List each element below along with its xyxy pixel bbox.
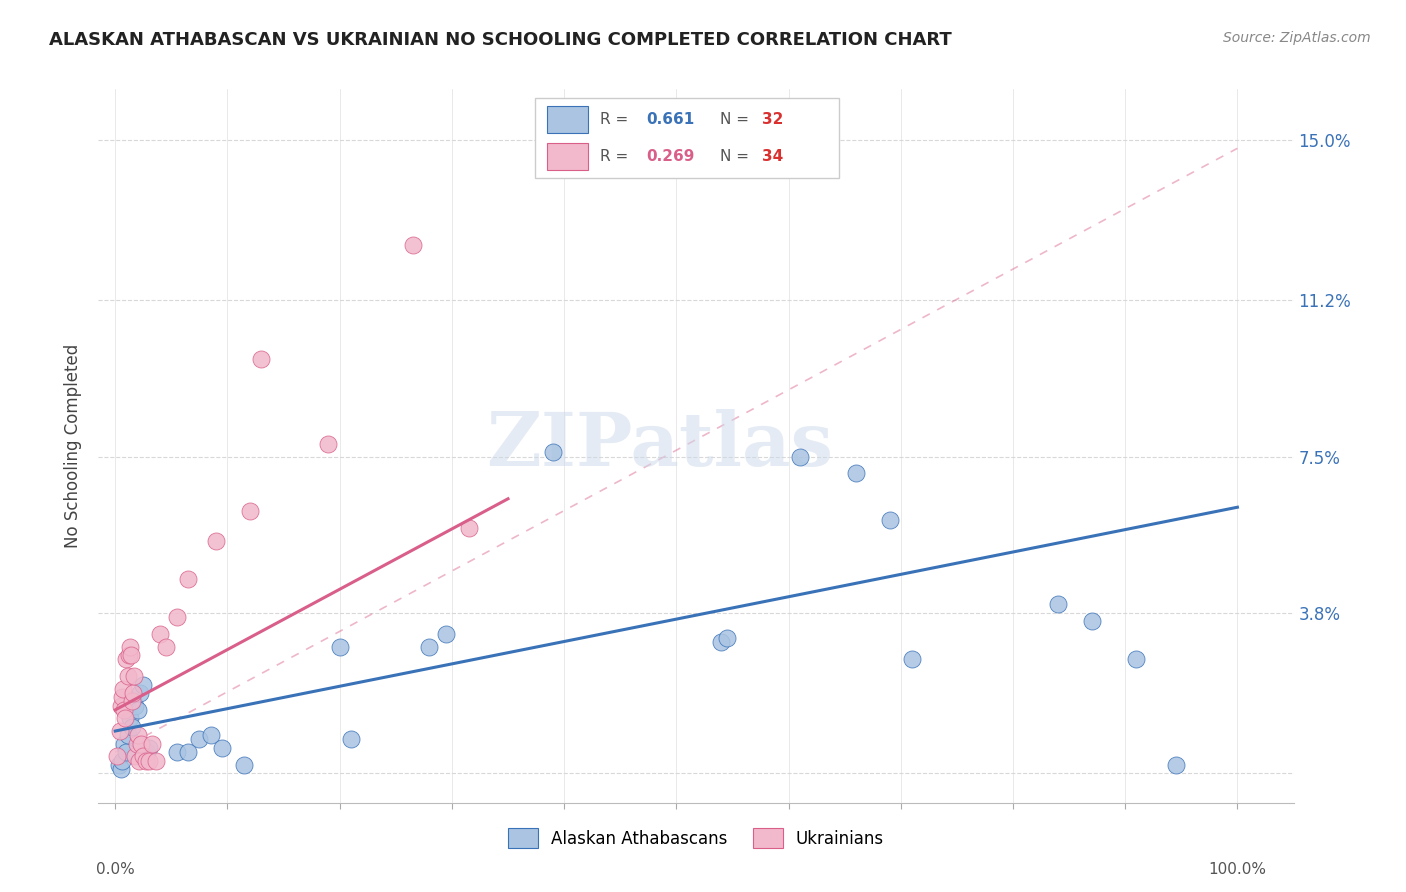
Point — [122, 694, 145, 708]
Point — [418, 640, 440, 654]
Point — [135, 745, 157, 759]
Point — [401, 238, 423, 252]
Point — [135, 754, 157, 768]
Point — [118, 648, 141, 662]
Point — [121, 720, 143, 734]
Point — [716, 631, 738, 645]
Point — [124, 669, 146, 683]
Text: R =: R = — [600, 112, 634, 127]
Text: 0.269: 0.269 — [645, 149, 695, 164]
Point — [114, 711, 136, 725]
Text: ZIPatlas: ZIPatlas — [486, 409, 834, 483]
Point — [145, 754, 167, 768]
Point — [128, 754, 150, 768]
Point — [120, 648, 142, 662]
Point — [434, 627, 457, 641]
Point — [124, 749, 146, 764]
Point — [188, 732, 211, 747]
Point — [117, 669, 139, 683]
Point — [879, 513, 901, 527]
Point — [118, 640, 141, 654]
Point — [901, 652, 924, 666]
Point — [112, 681, 135, 696]
Point — [129, 737, 152, 751]
Point — [166, 745, 188, 759]
Point — [127, 703, 149, 717]
Point — [138, 754, 160, 768]
Y-axis label: No Schooling Completed: No Schooling Completed — [65, 344, 83, 548]
Point — [710, 635, 733, 649]
Text: 32: 32 — [762, 112, 783, 127]
Text: N =: N = — [720, 112, 754, 127]
FancyBboxPatch shape — [547, 105, 589, 133]
Point — [1125, 652, 1147, 666]
Point — [1046, 598, 1069, 612]
Point — [340, 732, 363, 747]
Point — [239, 504, 262, 518]
Point — [166, 610, 188, 624]
Point — [115, 745, 138, 759]
Point — [205, 534, 228, 549]
Point — [233, 757, 256, 772]
Point — [318, 437, 340, 451]
Point — [457, 521, 479, 535]
Point — [107, 749, 129, 764]
Point — [329, 640, 352, 654]
Point — [138, 740, 160, 755]
Text: 100.0%: 100.0% — [1208, 862, 1267, 877]
Point — [789, 450, 811, 464]
Point — [132, 749, 155, 764]
Point — [118, 711, 141, 725]
Point — [107, 757, 129, 772]
Point — [121, 694, 143, 708]
Point — [141, 737, 163, 751]
Point — [124, 698, 146, 713]
Text: ALASKAN ATHABASCAN VS UKRAINIAN NO SCHOOLING COMPLETED CORRELATION CHART: ALASKAN ATHABASCAN VS UKRAINIAN NO SCHOO… — [49, 31, 952, 49]
Point — [155, 640, 177, 654]
Point — [117, 728, 139, 742]
Text: R =: R = — [600, 149, 634, 164]
Point — [111, 754, 134, 768]
Point — [110, 762, 132, 776]
Point — [132, 677, 155, 691]
Point — [149, 627, 172, 641]
Point — [112, 737, 135, 751]
Text: 0.661: 0.661 — [645, 112, 695, 127]
FancyBboxPatch shape — [534, 98, 839, 178]
Point — [112, 703, 135, 717]
Text: 34: 34 — [762, 149, 783, 164]
Point — [200, 728, 222, 742]
Text: 0.0%: 0.0% — [96, 862, 135, 877]
Point — [115, 652, 138, 666]
Point — [108, 724, 131, 739]
Point — [250, 352, 273, 367]
Point — [541, 445, 564, 459]
Point — [122, 686, 145, 700]
Point — [177, 745, 200, 759]
Text: Source: ZipAtlas.com: Source: ZipAtlas.com — [1223, 31, 1371, 45]
Point — [127, 728, 149, 742]
Point — [177, 572, 200, 586]
Point — [211, 740, 233, 755]
Point — [129, 686, 152, 700]
Text: N =: N = — [720, 149, 754, 164]
Legend: Alaskan Athabascans, Ukrainians: Alaskan Athabascans, Ukrainians — [501, 822, 891, 855]
Point — [111, 690, 134, 705]
FancyBboxPatch shape — [547, 143, 589, 169]
Point — [1164, 757, 1187, 772]
Point — [125, 737, 148, 751]
Point — [1080, 614, 1102, 628]
Point — [110, 698, 132, 713]
Point — [845, 467, 868, 481]
